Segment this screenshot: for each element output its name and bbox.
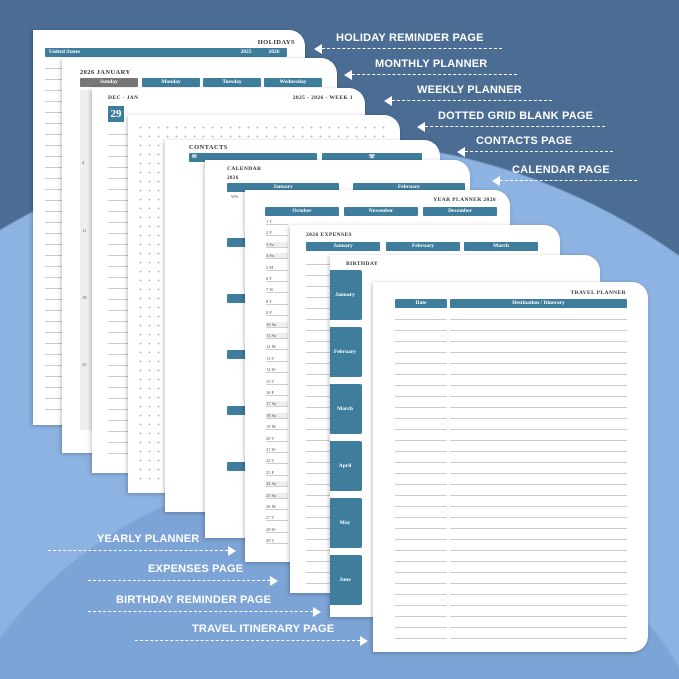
year-planner-day: 27 T (266, 515, 288, 522)
travel-planner-page: TRAVEL PLANNER Date Destination / Itiner… (373, 282, 648, 652)
year-planner-day: 6 T (266, 276, 288, 282)
day-wednesday: Wednesday (264, 78, 322, 87)
birthday-month-april: April (330, 441, 362, 491)
arrow-left-icon (457, 146, 613, 157)
arrow-left-icon (314, 43, 502, 54)
year-planner-day: 11 Su (266, 333, 288, 339)
birthday-month-june: June (330, 555, 362, 605)
month-february: February (386, 242, 460, 251)
year-planner-day: 15 T (266, 378, 288, 385)
year-planner-day: 28 W (266, 526, 288, 533)
label-weekly-planner: WEEKLY PLANNER (417, 84, 522, 96)
year-planner-day: 17 Sa (266, 401, 288, 408)
arrow-right-icon (48, 545, 236, 556)
month-march: March (464, 242, 538, 251)
year-2025: 2025 (233, 48, 259, 57)
calendar-title: CALENDAR (227, 166, 262, 172)
contacts-title: CONTACTS (189, 144, 228, 151)
year-planner-title: YEAR PLANNER 2026 (433, 197, 496, 203)
birthday-month-march: March (330, 384, 362, 434)
day-sunday: Sunday (80, 78, 138, 87)
year-planner-day: 21 W (266, 447, 288, 453)
column-destination: Destination / Itinerary (450, 299, 627, 308)
year-planner-day: 23 F (266, 469, 288, 476)
year-planner-day: 5 M (266, 264, 288, 271)
birthday-month-february: February (330, 327, 362, 377)
birthday-month-january: January (330, 270, 362, 320)
holiday-list (45, 58, 65, 418)
birthday-title: BIRTHDAY (346, 261, 379, 267)
date: 18 (82, 295, 87, 300)
date: 4 (82, 160, 85, 165)
phone-header: ☏ (322, 153, 422, 162)
year-planner-day: 20 T (266, 435, 288, 442)
year-planner-day: 24 Sa (266, 481, 288, 488)
month-december: December (423, 207, 497, 216)
year-2026: 2026 (261, 48, 287, 57)
day-tuesday: Tuesday (203, 78, 261, 87)
country-select[interactable]: United States (45, 48, 265, 57)
year-planner-day: 25 Su (266, 492, 288, 499)
month-january: January (227, 183, 339, 192)
year-planner-day: 18 Su (266, 412, 288, 419)
holidays-title: HOLIDAYS (257, 39, 295, 46)
year-planner-day: 19 M (266, 424, 288, 431)
arrow-left-icon (492, 175, 637, 186)
travel-title: TRAVEL PLANNER (570, 290, 626, 296)
year-planner-day: 16 F (266, 390, 288, 396)
label-monthly-planner: MONTHLY PLANNER (375, 58, 488, 70)
country-label: United States (49, 49, 81, 55)
month-october: October (265, 207, 339, 216)
expenses-title: 2026 EXPENSES (306, 232, 353, 238)
label-calendar: CALENDAR PAGE (512, 164, 610, 176)
year-planner-day: 1 T (266, 219, 288, 225)
year-planner-day: 4 Su (266, 253, 288, 260)
label-travel-itinerary: TRAVEL ITINERARY PAGE (192, 623, 335, 635)
date-lines (395, 309, 447, 644)
birthday-month-may: May (330, 498, 362, 548)
month-february: February (353, 183, 465, 192)
year-planner-day: 14 W (266, 367, 288, 374)
year-planner-day: 9 F (266, 310, 288, 317)
calendar-year: 2026 (227, 176, 239, 181)
year-planner-day: 22 T (266, 458, 288, 465)
year-planner-day: 12 M (266, 344, 288, 351)
arrow-right-icon (88, 575, 278, 586)
contact-header: ✉ (189, 153, 317, 162)
arrow-right-icon (88, 606, 321, 617)
week-range: DEC - JAN (108, 95, 139, 101)
week-label: 2025 - 2026 - WEEK 1 (292, 95, 353, 101)
label-dotted-grid: DOTTED GRID BLANK PAGE (438, 110, 594, 122)
destination-lines (450, 309, 627, 644)
monthly-title: 2026 JANUARY (80, 69, 131, 76)
year-planner-day: 7 W (266, 287, 288, 294)
year-planner-day: 26 M (266, 504, 288, 510)
mail-icon: ✉ (192, 154, 197, 160)
label-birthday-reminder: BIRTHDAY REMINDER PAGE (116, 594, 272, 606)
year-planner-day: 29 T (266, 538, 288, 545)
label-yearly-planner: YEARLY PLANNER (97, 533, 200, 545)
year-planner-day: 13 T (266, 355, 288, 362)
month-november: November (344, 207, 418, 216)
wk-label: WK (231, 194, 239, 199)
year-planner-day: 8 T (266, 298, 288, 305)
year-planner-day: 3 Sa (266, 241, 288, 248)
arrow-left-icon (344, 69, 517, 80)
year-planner-day: 2 F (266, 230, 288, 237)
phone-icon: ☏ (368, 154, 376, 160)
day-number: 29 (108, 106, 124, 122)
month-january: January (306, 242, 380, 251)
label-holiday-reminder: HOLIDAY REMINDER PAGE (336, 32, 484, 44)
date: 11 (82, 228, 87, 233)
label-contacts: CONTACTS PAGE (476, 135, 573, 147)
date: 25 (82, 362, 87, 367)
column-date: Date (395, 299, 447, 308)
year-planner-day: 10 Sa (266, 321, 288, 328)
arrow-left-icon (384, 95, 552, 106)
arrow-left-icon (417, 121, 605, 132)
label-expenses: EXPENSES PAGE (148, 563, 244, 575)
arrow-right-icon (135, 635, 368, 646)
day-monday: Monday (142, 78, 200, 87)
sunday-column (80, 90, 92, 430)
